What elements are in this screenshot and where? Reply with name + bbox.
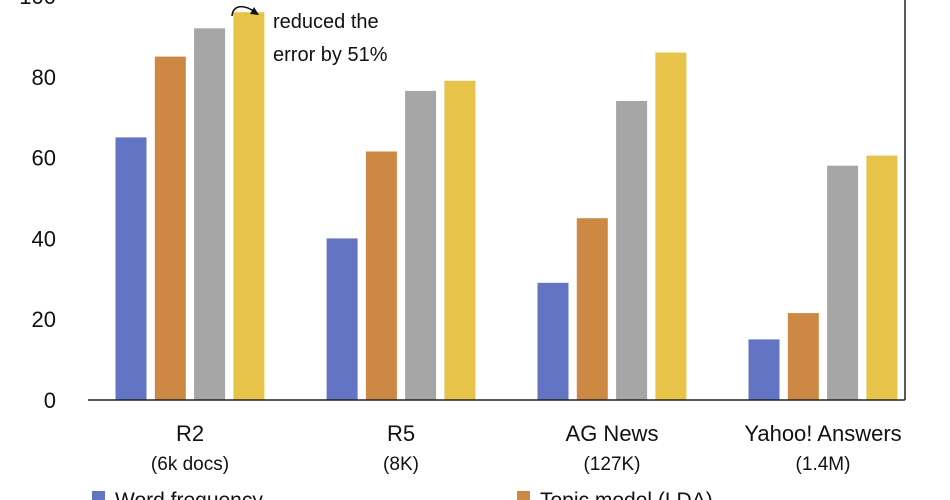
bar-series1-yahoo-answers xyxy=(748,339,780,400)
bar-series4-ag-news xyxy=(655,52,687,400)
y-tick-label: 80 xyxy=(32,65,56,90)
x-category-label: R5 xyxy=(387,421,415,446)
legend-label: Topic model (LDA) xyxy=(540,489,713,500)
x-axis-labels: R2 (6k docs) R5 (8K) AG News (127K) Yahoo! Ans… xyxy=(151,421,902,475)
bar-series3-yahoo-answers xyxy=(827,165,859,400)
bar-series3-r5 xyxy=(405,90,437,401)
y-tick-label: 20 xyxy=(32,307,56,332)
y-tick-label: 60 xyxy=(32,146,56,171)
annotation: reduced the error by 51% xyxy=(231,5,388,66)
bar-series4-yahoo-answers xyxy=(866,155,898,400)
bar-series3-ag-news xyxy=(616,101,648,400)
legend-swatch xyxy=(517,491,530,500)
bar-series2-r5 xyxy=(365,151,397,400)
annotation-line-1: reduced the xyxy=(273,11,379,33)
x-category-sublabel: (6k docs) xyxy=(151,454,229,475)
legend-swatch xyxy=(92,491,105,500)
bar-series1-ag-news xyxy=(537,282,569,400)
legend-label: Word frequency xyxy=(115,489,263,500)
annotation-arrowhead xyxy=(250,7,259,15)
x-category-label: R2 xyxy=(176,421,204,446)
bar-series4-r2 xyxy=(233,12,265,400)
bars xyxy=(115,12,898,401)
x-category-label: AG News xyxy=(566,421,659,446)
bar-series3-r2 xyxy=(194,28,226,401)
bar-series2-ag-news xyxy=(576,218,608,400)
annotation-line-2: error by 51% xyxy=(273,44,388,66)
bar-series1-r2 xyxy=(115,137,147,400)
annotation-arrow xyxy=(231,5,256,17)
y-tick-label: 40 xyxy=(32,226,56,251)
x-category-sublabel: (127K) xyxy=(583,454,640,475)
x-category-sublabel: (8K) xyxy=(383,454,419,475)
bar-series2-r2 xyxy=(154,56,186,400)
x-category-sublabel: (1.4M) xyxy=(796,454,851,475)
bar-series4-r5 xyxy=(444,80,476,401)
x-category-label: Yahoo! Answers xyxy=(744,421,901,446)
y-tick-label: 0 xyxy=(44,388,56,413)
y-axis-ticks: 0 20 40 60 80 100 xyxy=(19,0,56,413)
bar-series2-yahoo-answers xyxy=(787,313,819,400)
legend: Word frequency Topic model (LDA) xyxy=(92,489,713,500)
bar-series1-r5 xyxy=(326,238,358,400)
y-tick-label: 100 xyxy=(19,0,56,9)
